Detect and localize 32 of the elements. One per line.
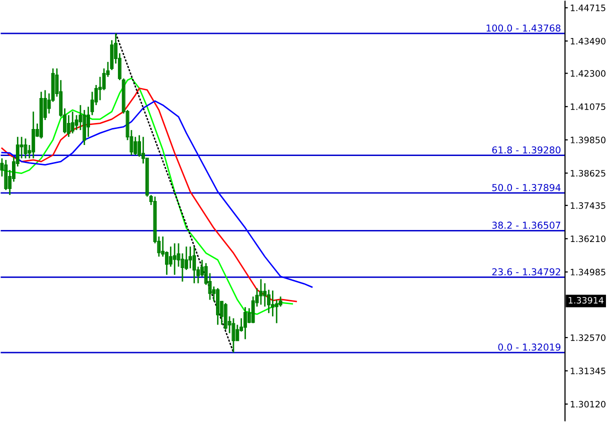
candlestick: [216, 287, 220, 326]
annotation: 50.0 - 1.37894: [492, 184, 561, 192]
annotation: 61.8 - 1.39280: [492, 146, 560, 154]
text: 1.33914: [568, 296, 604, 304]
annotation: 100.0 - 1.43768: [486, 24, 560, 32]
annotation: 23.6 - 1.34792: [492, 268, 560, 276]
candlestick: [32, 110, 36, 160]
y-tick-label: 1.32570: [570, 334, 606, 341]
y-tick-label: 1.42300: [570, 70, 606, 77]
y-tick-label: 1.39850: [570, 136, 606, 144]
y-tick-label: 1.31345: [570, 368, 606, 374]
candlestick: [232, 318, 236, 354]
candlestick: [243, 306, 247, 340]
y-tick-label: 1.36210: [570, 236, 606, 242]
candlestick: [70, 110, 74, 134]
candlestick: [172, 242, 176, 276]
y-tick-label: 1.41075: [570, 103, 606, 110]
candlestick: [259, 278, 263, 306]
candlestick: [224, 302, 228, 330]
y-tick-label: 1.43490: [570, 38, 606, 44]
candlestick: [4, 159, 8, 191]
annotation: 38.2 - 1.36507: [492, 222, 560, 229]
annotation: 0.0 - 1.32019: [498, 344, 560, 351]
candlestick: [192, 246, 196, 284]
candlestick: [24, 138, 28, 160]
y-tick-label: 1.30120: [570, 400, 606, 408]
y-tick-label: 1.44715: [570, 4, 606, 12]
candlestick: [82, 109, 86, 146]
y-tick-label: 1.37435: [570, 202, 606, 209]
y-tick-label: 1.34985: [570, 268, 606, 276]
line-series: [1, 100, 313, 288]
y-tick-label: 1.38625: [570, 170, 606, 177]
